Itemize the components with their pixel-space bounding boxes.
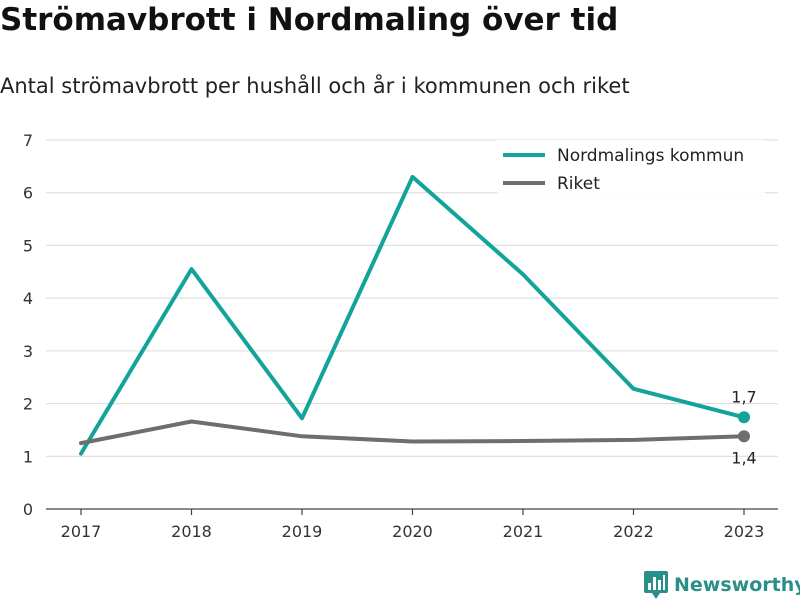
x-tick-label: 2020 — [392, 522, 433, 541]
data-label: 1,4 — [731, 448, 756, 467]
end-point-marker — [738, 411, 750, 424]
y-tick-label: 1 — [23, 447, 33, 466]
data-label: 1,7 — [731, 387, 756, 406]
newsworthy-bar-chart-icon — [644, 571, 668, 599]
y-tick-label: 0 — [23, 500, 33, 519]
series-line — [79, 174, 746, 456]
chart-subtitle: Antal strömavbrott per hushåll och år i … — [0, 74, 630, 98]
y-tick-label: 2 — [23, 395, 33, 414]
y-tick-label: 7 — [23, 131, 33, 150]
logo-text: Newsworthy — [674, 574, 800, 596]
legend-label: Nordmalings kommun — [557, 146, 744, 166]
x-tick-label: 2018 — [171, 522, 212, 541]
end-point-marker — [738, 430, 750, 443]
x-tick-label: 2022 — [613, 522, 654, 541]
y-tick-label: 4 — [23, 289, 33, 308]
newsworthy-logo: Newsworthy — [644, 570, 800, 600]
x-tick-label: 2021 — [503, 522, 544, 541]
x-tick-label: 2017 — [61, 522, 102, 541]
x-tick-label: 2023 — [724, 522, 765, 541]
y-tick-label: 3 — [23, 342, 33, 361]
x-tick-label: 2019 — [282, 522, 323, 541]
legend-label: Riket — [557, 174, 600, 194]
y-tick-label: 6 — [23, 184, 33, 203]
series-line — [79, 419, 746, 446]
y-tick-label: 5 — [23, 236, 33, 255]
chart-title: Strömavbrott i Nordmaling över tid — [0, 2, 619, 38]
